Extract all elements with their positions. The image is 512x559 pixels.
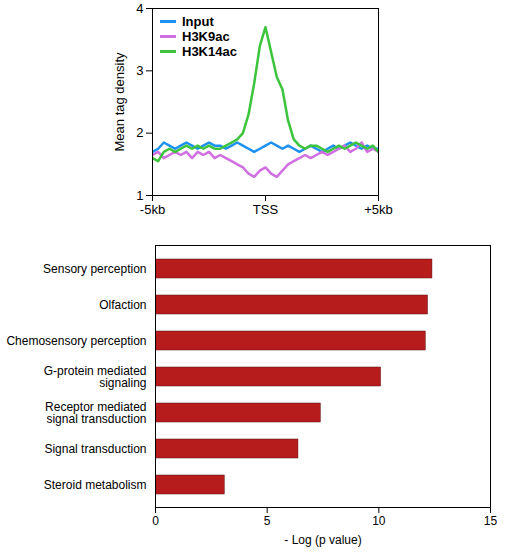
svg-text:TSS: TSS bbox=[253, 202, 279, 217]
svg-text:0: 0 bbox=[152, 514, 159, 528]
svg-text:Chemosensory perception: Chemosensory perception bbox=[6, 334, 146, 348]
html-text:H3K14ac: H3K14ac bbox=[182, 44, 237, 59]
svg-text:-5kb: -5kb bbox=[140, 202, 165, 217]
svg-text:4: 4 bbox=[136, 1, 143, 16]
svg-text:G-protein mediatedsignaling: G-protein mediatedsignaling bbox=[44, 364, 147, 390]
svg-text:15: 15 bbox=[484, 514, 498, 528]
svg-text:10: 10 bbox=[372, 514, 386, 528]
svg-text:Steroid metabolism: Steroid metabolism bbox=[44, 478, 147, 492]
svg-text:+5kb: +5kb bbox=[364, 202, 393, 217]
svg-text:3: 3 bbox=[136, 63, 143, 78]
svg-text:2: 2 bbox=[136, 125, 143, 140]
svg-text:Receptor mediatedsignal transd: Receptor mediatedsignal transduction bbox=[45, 400, 146, 426]
svg-text:Olfaction: Olfaction bbox=[99, 298, 146, 312]
svg-text:1: 1 bbox=[136, 188, 143, 203]
svg-text:- Log (p value): - Log (p value) bbox=[284, 533, 361, 547]
html-text:H3K9ac: H3K9ac bbox=[182, 29, 230, 44]
svg-text:5: 5 bbox=[264, 514, 271, 528]
html-text:Input: Input bbox=[182, 14, 214, 29]
svg-text:Mean tag density: Mean tag density bbox=[112, 52, 127, 152]
svg-text:Sensory perception: Sensory perception bbox=[43, 262, 146, 276]
svg-text:Signal transduction: Signal transduction bbox=[44, 442, 146, 456]
